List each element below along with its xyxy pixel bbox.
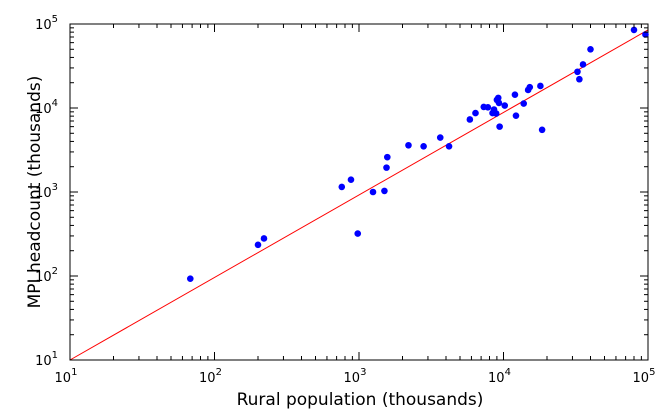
data-point xyxy=(354,230,362,237)
data-point xyxy=(587,45,594,53)
data-point xyxy=(405,141,412,149)
data-point xyxy=(642,31,649,38)
y-tick-label: 103 xyxy=(35,182,58,201)
x-tick-label: 101 xyxy=(55,367,78,386)
fit-line xyxy=(69,29,649,361)
x-axis-label: Rural population (thousands) xyxy=(237,390,484,410)
y-axis-label: MPI headcount (thousands) xyxy=(25,76,45,309)
data-point xyxy=(511,91,519,98)
data-point xyxy=(466,116,474,123)
data-point xyxy=(436,134,444,141)
data-point xyxy=(537,82,544,90)
data-point xyxy=(484,103,492,111)
data-point xyxy=(495,99,503,107)
x-tick-label: 104 xyxy=(488,367,511,386)
plot-area xyxy=(69,23,649,361)
data-point xyxy=(579,61,587,68)
data-point xyxy=(526,83,534,91)
data-point xyxy=(338,183,346,191)
data-point xyxy=(420,142,427,150)
data-point xyxy=(574,68,581,76)
data-point xyxy=(494,94,502,102)
data-point xyxy=(383,164,390,171)
data-point xyxy=(260,235,268,242)
data-point xyxy=(492,110,500,117)
data-point xyxy=(472,109,479,117)
y-tick-label: 105 xyxy=(35,14,58,33)
data-point xyxy=(369,188,377,196)
x-tick-label: 103 xyxy=(344,367,367,386)
data-point xyxy=(576,75,583,83)
data-point xyxy=(496,123,503,130)
data-point xyxy=(186,275,194,282)
data-point xyxy=(520,100,528,107)
data-point xyxy=(445,142,453,150)
data-point xyxy=(512,112,520,119)
x-tick-label: 102 xyxy=(199,367,222,386)
data-point xyxy=(347,176,355,184)
y-tick-label: 102 xyxy=(35,266,58,285)
data-point xyxy=(630,26,638,34)
data-point xyxy=(538,126,546,134)
plot-frame xyxy=(69,23,649,361)
x-tick-label: 105 xyxy=(633,367,656,386)
y-tick-label: 104 xyxy=(35,98,58,117)
data-point xyxy=(254,241,262,249)
data-point xyxy=(381,187,388,195)
data-point xyxy=(384,153,391,161)
data-point xyxy=(501,102,509,109)
y-tick-label: 101 xyxy=(35,350,58,369)
